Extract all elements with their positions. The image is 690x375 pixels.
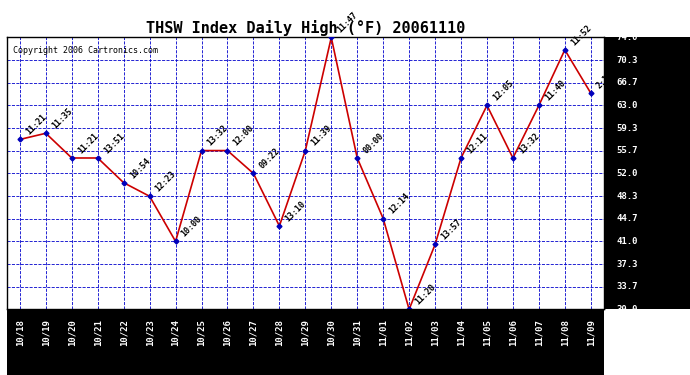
Text: 11/09: 11/09 <box>586 319 595 346</box>
Text: 11/05: 11/05 <box>482 319 491 346</box>
Title: THSW Index Daily High (°F) 20061110: THSW Index Daily High (°F) 20061110 <box>146 20 465 36</box>
Text: 11/07: 11/07 <box>534 319 544 346</box>
Text: 2:16: 2:16 <box>595 70 615 90</box>
Text: 10/19: 10/19 <box>41 319 50 346</box>
Text: 59.3: 59.3 <box>617 124 638 133</box>
Text: 10/26: 10/26 <box>223 319 232 346</box>
Text: 13:32: 13:32 <box>206 124 230 148</box>
Text: 10/20: 10/20 <box>68 319 77 346</box>
Text: 13:51: 13:51 <box>102 131 126 155</box>
Text: 12:11: 12:11 <box>465 131 489 155</box>
Text: 11:35: 11:35 <box>50 106 74 130</box>
Text: 63.0: 63.0 <box>617 101 638 110</box>
Text: 52.0: 52.0 <box>617 169 638 178</box>
Text: 13:57: 13:57 <box>440 217 463 242</box>
Text: 10/27: 10/27 <box>249 319 258 346</box>
Text: 10:00: 10:00 <box>179 214 204 238</box>
Text: 12:05: 12:05 <box>491 79 515 103</box>
Text: 11/06: 11/06 <box>509 319 518 346</box>
Text: 10/28: 10/28 <box>275 319 284 346</box>
Text: 33.7: 33.7 <box>617 282 638 291</box>
Text: 11:21: 11:21 <box>76 131 100 155</box>
Text: 37.3: 37.3 <box>617 260 638 269</box>
Text: 11/04: 11/04 <box>457 319 466 346</box>
Text: 10/30: 10/30 <box>327 319 336 346</box>
Text: Copyright 2006 Cartronics.com: Copyright 2006 Cartronics.com <box>13 46 158 55</box>
Text: 10/25: 10/25 <box>197 319 206 346</box>
Text: 13:32: 13:32 <box>517 131 541 155</box>
Text: 11:40: 11:40 <box>543 79 567 103</box>
Text: 74.0: 74.0 <box>617 33 638 42</box>
Text: 11:52: 11:52 <box>569 23 593 47</box>
Text: 13:10: 13:10 <box>284 199 308 223</box>
Text: 11:21: 11:21 <box>24 112 48 136</box>
Text: 10/29: 10/29 <box>301 319 310 346</box>
Text: 11:47: 11:47 <box>335 10 359 35</box>
Text: 10/18: 10/18 <box>15 319 24 346</box>
Text: 44.7: 44.7 <box>617 214 638 223</box>
Text: 55.7: 55.7 <box>617 146 638 155</box>
Text: 12:23: 12:23 <box>154 170 178 194</box>
Text: 11/02: 11/02 <box>404 319 413 346</box>
Text: 10/23: 10/23 <box>145 319 154 346</box>
Text: 09:22: 09:22 <box>257 147 282 171</box>
Text: 10/21: 10/21 <box>93 319 102 346</box>
Text: 10/24: 10/24 <box>171 319 180 346</box>
Text: 12:00: 12:00 <box>232 124 256 148</box>
Text: 11:20: 11:20 <box>413 282 437 307</box>
Text: 70.3: 70.3 <box>617 56 638 65</box>
Text: 66.7: 66.7 <box>617 78 638 87</box>
Text: 11/01: 11/01 <box>379 319 388 346</box>
Text: 10/31: 10/31 <box>353 319 362 346</box>
Text: 00:00: 00:00 <box>362 131 386 155</box>
Text: 12:14: 12:14 <box>387 192 411 216</box>
Text: 10/22: 10/22 <box>119 319 128 346</box>
Text: 41.0: 41.0 <box>617 237 638 246</box>
Text: 30.0: 30.0 <box>617 305 638 314</box>
Text: 48.3: 48.3 <box>617 192 638 201</box>
Text: 10:54: 10:54 <box>128 156 152 180</box>
Text: 11/03: 11/03 <box>431 319 440 346</box>
Text: 11:39: 11:39 <box>310 124 333 148</box>
Text: 11/08: 11/08 <box>560 319 569 346</box>
